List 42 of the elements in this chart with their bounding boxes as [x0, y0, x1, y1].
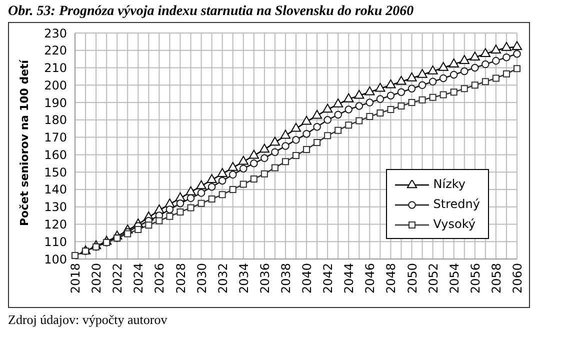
x-tick-label: 2018 — [68, 263, 83, 294]
x-tick-label: 2036 — [258, 263, 272, 294]
x-tick-label: 2040 — [300, 263, 314, 294]
text: Zdroj údajov: výpočty autorov — [8, 312, 168, 328]
y-tick-label: 160 — [44, 148, 67, 162]
x-tick-label: 2020 — [90, 263, 104, 294]
x-tick-label: 2026 — [152, 263, 167, 294]
chart-title: Obr. 53: Prognóza vývoja indexu starnutia na Slovensku do roku 2060 — [8, 4, 415, 20]
x-tick-label: 2046 — [363, 263, 378, 294]
x-tick-label: 2032 — [216, 263, 230, 294]
legend-label: Vysoký — [433, 217, 476, 231]
x-tick-label: 2044 — [342, 263, 356, 294]
x-tick-label: 2038 — [278, 263, 293, 294]
legend-label: Stredný — [433, 197, 480, 211]
x-tick-label: 2060 — [510, 263, 525, 294]
y-tick-label: 140 — [44, 182, 67, 197]
y-tick-label: 130 — [44, 200, 67, 214]
y-tick-label: 110 — [44, 234, 67, 249]
y-tick-label: 190 — [44, 96, 67, 110]
x-tick-label: 2022 — [110, 263, 125, 294]
y-tick-label: 200 — [44, 78, 67, 92]
x-tick-label: 2024 — [132, 263, 146, 294]
x-tick-label: 2042 — [321, 263, 336, 294]
y-tick-label: 150 — [44, 165, 67, 180]
y-tick-label: 220 — [44, 44, 67, 58]
x-tick-label: 2058 — [489, 263, 504, 294]
y-tick-label: 170 — [44, 130, 67, 145]
x-tick-label: 2048 — [384, 263, 398, 294]
x-tick-label: 2052 — [426, 263, 440, 294]
x-tick-label: 2050 — [405, 263, 420, 294]
x-tick-label: 2028 — [174, 263, 188, 294]
y-tick-label: 120 — [44, 217, 67, 232]
x-tick-label: 2030 — [194, 263, 209, 294]
y-tick-label: 180 — [44, 113, 67, 128]
x-tick-label: 2034 — [236, 263, 251, 294]
y-axis-title: Počet seniorov na 100 detí — [18, 58, 31, 226]
y-tick-label: 230 — [44, 26, 67, 40]
x-tick-label: 2054 — [447, 263, 462, 294]
legend-label: Nízky — [433, 177, 466, 191]
x-tick-label: 2056 — [468, 263, 482, 294]
y-tick-label: 210 — [44, 61, 67, 76]
y-tick-label: 100 — [44, 252, 67, 266]
